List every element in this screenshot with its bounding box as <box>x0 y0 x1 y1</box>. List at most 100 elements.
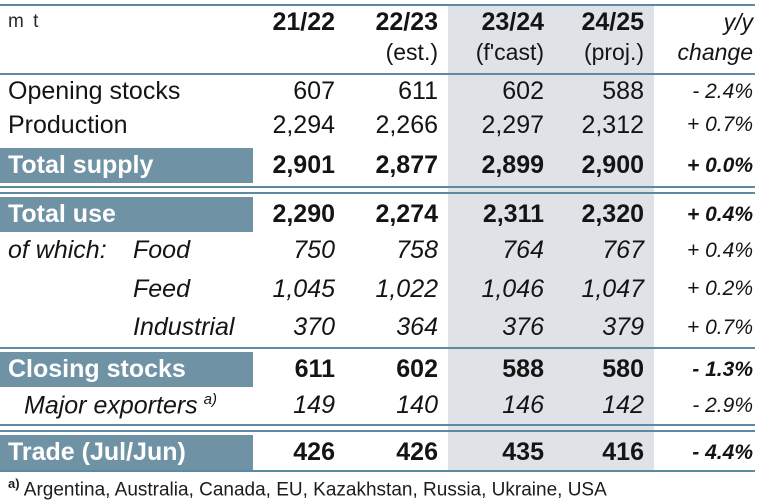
column-header-yoy: y/y <box>723 8 753 35</box>
cell: 1,046 <box>481 274 544 303</box>
cell-yoy: + 0.4% <box>687 238 753 262</box>
row-label-band: Total use <box>0 197 253 232</box>
table-row-trade: Trade (Jul/Jun) 426 426 435 416 - 4.4% <box>0 435 767 470</box>
cell: 379 <box>602 313 644 341</box>
table-row-industrial: Industrial 370 364 376 379 + 0.7% <box>0 309 767 346</box>
header-row-years: m t 21/22 22/23 23/24 24/25 y/y <box>0 6 767 38</box>
cell: 1,022 <box>375 274 438 303</box>
cell: 602 <box>502 77 544 105</box>
cell: 426 <box>293 438 335 466</box>
cell: 146 <box>502 391 544 419</box>
top-rule <box>0 4 755 6</box>
cell-yoy: + 0.4% <box>687 202 753 226</box>
cell: 2,297 <box>481 110 544 139</box>
cell-yoy: - 2.4% <box>692 79 753 103</box>
row-label: Major exporters a) <box>0 391 253 420</box>
cell: 435 <box>502 438 544 466</box>
column-note-fcast: (f'cast) <box>475 38 544 65</box>
cell: 588 <box>502 355 544 383</box>
row-label: Industrial <box>0 313 253 342</box>
cell: 750 <box>293 236 335 264</box>
table-row-major-exporters: Major exporters a) 149 140 146 142 - 2.9% <box>0 387 767 424</box>
cell: 2,266 <box>375 110 438 139</box>
cell: 611 <box>294 355 335 383</box>
section-rule <box>0 430 755 432</box>
table-row-opening-stocks: Opening stocks 607 611 602 588 - 2.4% <box>0 75 767 108</box>
cell: 2,320 <box>581 200 644 228</box>
footnote: a) Argentina, Australia, Canada, EU, Kaz… <box>0 476 767 500</box>
cell: 426 <box>396 438 438 466</box>
column-header-2122: 21/22 <box>272 7 335 36</box>
cell: 2,900 <box>581 151 644 179</box>
cell: 611 <box>398 77 438 105</box>
footnote-marker: a) <box>8 476 20 491</box>
table-row-closing-stocks: Closing stocks 611 602 588 580 - 1.3% <box>0 352 767 387</box>
table-row-total-use: Total use 2,290 2,274 2,311 2,320 + 0.4% <box>0 197 767 232</box>
bottom-rule <box>0 470 755 472</box>
row-label: Total supply <box>8 151 154 179</box>
cell-yoy: + 0.2% <box>687 277 753 300</box>
column-header-2223: 22/23 <box>375 7 438 36</box>
cell: 149 <box>293 391 335 419</box>
row-label: Opening stocks <box>8 77 181 105</box>
row-label: Total use <box>8 200 116 228</box>
table-row-production: Production 2,294 2,266 2,297 2,312 + 0.7… <box>0 108 767 142</box>
unit-label: m t <box>8 11 41 32</box>
cell-yoy: + 0.0% <box>687 153 753 177</box>
row-label-band: Total supply <box>0 148 253 183</box>
row-label: Production <box>8 110 128 139</box>
row-label: Feed <box>0 275 253 304</box>
cell: 140 <box>396 391 438 419</box>
column-header-2324: 23/24 <box>481 7 544 36</box>
cell: 580 <box>602 355 644 383</box>
cell-yoy: - 4.4% <box>692 440 753 464</box>
row-label-band: Trade (Jul/Jun) <box>0 435 253 470</box>
row-sublabel: Major exporters <box>24 391 198 420</box>
table-row-total-supply: Total supply 2,901 2,877 2,899 2,900 + 0… <box>0 148 767 183</box>
row-label-band: Closing stocks <box>0 352 253 387</box>
section-rule <box>0 186 755 188</box>
section-rule <box>0 424 755 426</box>
column-note-est: (est.) <box>385 38 438 65</box>
forecast-columns-highlight <box>448 4 654 472</box>
row-sublabel: Feed <box>133 274 190 303</box>
table-row-feed: Feed 1,045 1,022 1,046 1,047 + 0.2% <box>0 269 767 309</box>
header-row-notes: (est.) (f'cast) (proj.) change <box>0 38 767 66</box>
row-sublabel: Industrial <box>133 313 235 341</box>
row-label: Closing stocks <box>8 355 186 383</box>
cell: 364 <box>396 313 438 341</box>
column-note-proj: (proj.) <box>583 38 644 65</box>
footnote-text: Argentina, Australia, Canada, EU, Kazakh… <box>23 479 607 500</box>
cell: 2,294 <box>272 110 335 139</box>
cell: 764 <box>502 236 544 264</box>
cell: 1,047 <box>581 274 644 303</box>
section-rule <box>0 192 755 194</box>
cell-yoy: + 0.7% <box>687 315 753 339</box>
column-note-change: change <box>677 38 753 65</box>
cell: 2,877 <box>375 151 438 179</box>
of-which-label: of which: <box>8 236 107 264</box>
cell: 2,311 <box>482 200 544 228</box>
cell: 2,901 <box>272 151 335 179</box>
cell: 767 <box>602 236 644 264</box>
cell: 142 <box>602 391 644 419</box>
cell: 758 <box>396 236 438 264</box>
cell: 1,045 <box>272 274 335 303</box>
cell: 588 <box>602 77 644 105</box>
header-rule <box>0 73 755 75</box>
cell: 2,290 <box>272 200 335 228</box>
cell: 607 <box>293 77 335 105</box>
cell: 376 <box>502 313 544 341</box>
row-label: Trade (Jul/Jun) <box>8 438 186 466</box>
cell: 370 <box>293 313 335 341</box>
cell: 2,899 <box>481 151 544 179</box>
cell-yoy: - 1.3% <box>692 357 753 381</box>
cell: 416 <box>602 438 644 466</box>
table-row-food: of which: Food 750 758 764 767 + 0.4% <box>0 232 767 269</box>
row-label: of which: Food <box>0 236 253 265</box>
cell: 2,274 <box>375 200 438 228</box>
cell-yoy: - 2.9% <box>692 393 753 417</box>
footnote-marker: a) <box>203 390 218 408</box>
cell: 2,312 <box>581 110 644 139</box>
